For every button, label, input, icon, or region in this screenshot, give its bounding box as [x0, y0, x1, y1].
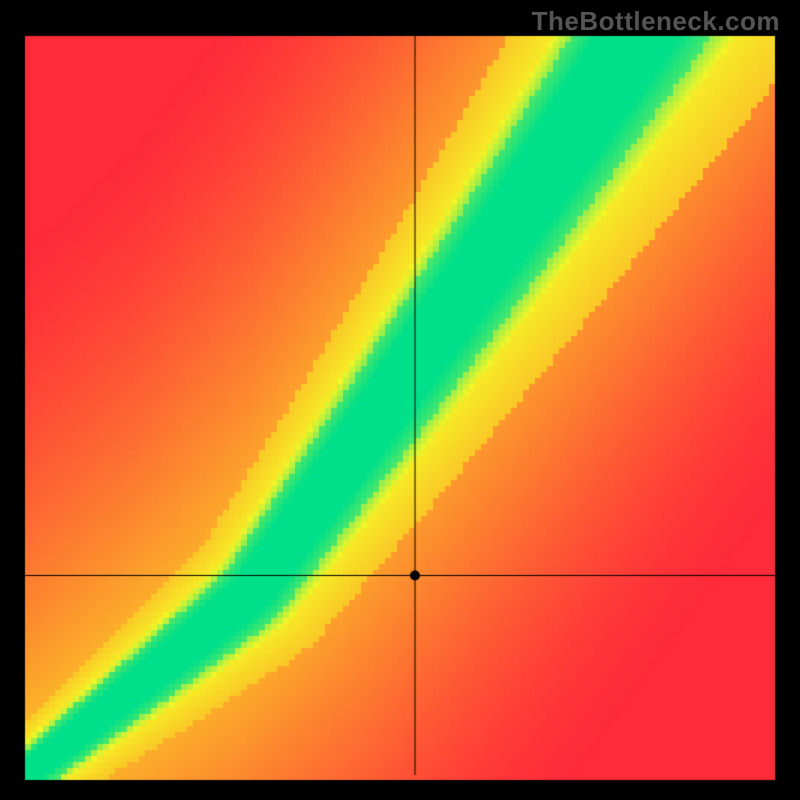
chart-container: TheBottleneck.com [0, 0, 800, 800]
watermark-label: TheBottleneck.com [532, 6, 780, 37]
bottleneck-heatmap [0, 0, 800, 800]
